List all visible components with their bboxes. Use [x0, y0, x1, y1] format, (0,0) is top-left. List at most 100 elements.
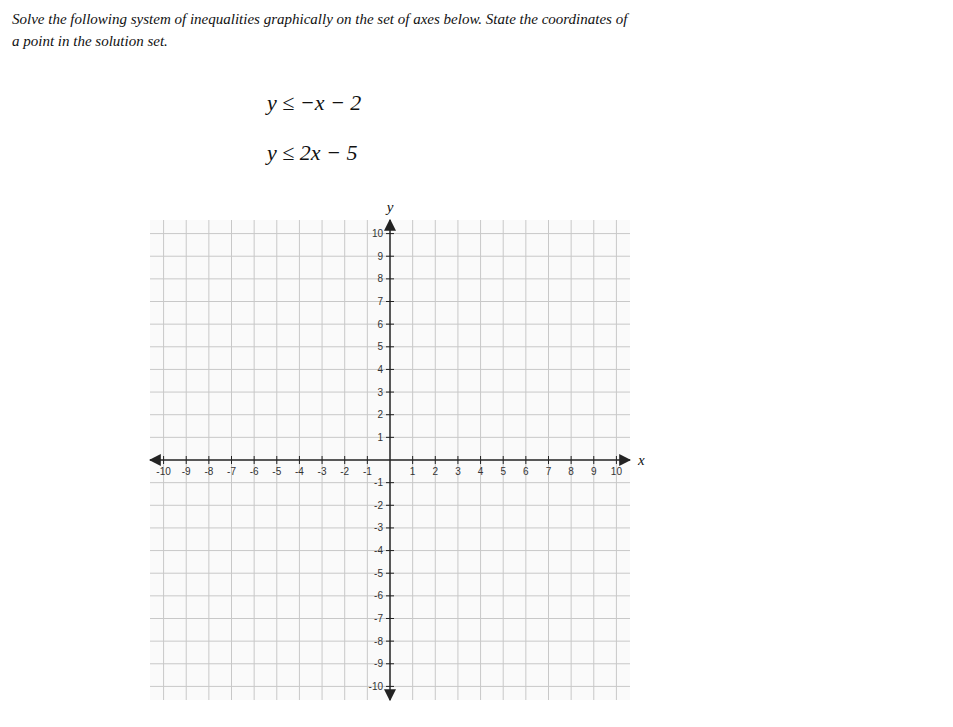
- tick-x: [457, 456, 458, 464]
- grid-line-y: [150, 414, 630, 415]
- grid-line-x: [571, 220, 572, 700]
- grid-line-x: [548, 220, 549, 700]
- grid-line-y: [150, 392, 630, 393]
- tick-y: [386, 392, 394, 393]
- tick-label-x: -3: [318, 466, 327, 477]
- tick-label-y: -9: [374, 658, 383, 669]
- tick-label-x: 3: [455, 466, 461, 477]
- grid-line-y: [150, 618, 630, 619]
- tick-label-y: -6: [374, 590, 383, 601]
- grid-line-y: [150, 663, 630, 664]
- y-axis: [389, 220, 391, 700]
- tick-x: [299, 456, 300, 464]
- tick-label-x: -9: [182, 466, 191, 477]
- tick-y: [386, 618, 394, 619]
- tick-label-y: 5: [377, 341, 383, 352]
- tick-label-y: 3: [377, 387, 383, 398]
- tick-x: [163, 456, 164, 464]
- grid-line-y: [150, 686, 630, 687]
- grid: [150, 220, 630, 700]
- tick-label-y: -3: [374, 522, 383, 533]
- tick-label-x: 4: [478, 466, 484, 477]
- grid-line-y: [150, 278, 630, 279]
- tick-label-x: 7: [546, 466, 552, 477]
- axes: [150, 220, 630, 700]
- tick-label-y: -10: [369, 681, 384, 692]
- tick-x: [503, 456, 504, 464]
- grid-line-y: [150, 595, 630, 596]
- tick-x: [254, 456, 255, 464]
- title: Solve the following system of inequaliti…: [12, 11, 629, 27]
- tick-label-y: -7: [374, 613, 383, 624]
- tick-y: [386, 369, 394, 370]
- tick-x: [525, 456, 526, 464]
- tick-y: [386, 414, 394, 415]
- tick-y: [386, 686, 394, 687]
- tick-label-y: 6: [377, 319, 383, 330]
- grid-line-y: [150, 505, 630, 506]
- x-axis-label: x: [637, 452, 645, 468]
- tick-label-y: -2: [374, 500, 383, 511]
- tick-y: [386, 301, 394, 302]
- tick-label-x: 2: [433, 466, 439, 477]
- grid-line-y: [150, 256, 630, 257]
- tick-x: [593, 456, 594, 464]
- grid-line-y: [150, 233, 630, 234]
- tick-x: [480, 456, 481, 464]
- tick-label-x: -10: [156, 466, 171, 477]
- tick-label-y: -5: [374, 568, 383, 579]
- tick-label-y: 1: [377, 432, 383, 443]
- grid-line-x: [163, 220, 164, 700]
- grid-line-y: [150, 527, 630, 528]
- annotation: y ≤ −x − 2: [265, 90, 361, 115]
- tick-label-y: 10: [372, 228, 384, 239]
- plot-background: [150, 220, 630, 700]
- chart-container: Solve the following system of inequaliti…: [0, 0, 953, 727]
- tick-x: [208, 456, 209, 464]
- grid-line-y: [150, 437, 630, 438]
- annotation: y ≤ 2x − 5: [265, 140, 357, 165]
- tick-label-y: -4: [374, 545, 383, 556]
- grid-line-x: [503, 220, 504, 700]
- tick-label-x: 10: [611, 466, 623, 477]
- tick-label-y: 4: [377, 364, 383, 375]
- tick-x: [548, 456, 549, 464]
- grid-line-y: [150, 369, 630, 370]
- tick-y: [386, 641, 394, 642]
- grid-line-y: [150, 346, 630, 347]
- tick-label-x: -1: [363, 466, 372, 477]
- tick-label-x: 1: [410, 466, 416, 477]
- grid-line-y: [150, 550, 630, 551]
- subtitle: a point in the solution set.: [12, 33, 168, 49]
- grid-line-x: [276, 220, 277, 700]
- grid-line-x: [593, 220, 594, 700]
- tick-y: [386, 437, 394, 438]
- tick-label-y: -8: [374, 636, 383, 647]
- grid-line-x: [412, 220, 413, 700]
- grid-line-x: [186, 220, 187, 700]
- tick-y: [386, 595, 394, 596]
- tick-x: [571, 456, 572, 464]
- grid-line-y: [150, 482, 630, 483]
- grid-line-x: [208, 220, 209, 700]
- tick-label-x: 8: [568, 466, 574, 477]
- tick-x: [616, 456, 617, 464]
- tick-label-x: -8: [204, 466, 213, 477]
- grid-line-x: [435, 220, 436, 700]
- tick-y: [386, 482, 394, 483]
- grid-line-y: [150, 301, 630, 302]
- chart-svg: Solve the following system of inequaliti…: [0, 0, 953, 727]
- grid-line-x: [344, 220, 345, 700]
- tick-x: [231, 456, 232, 464]
- tick-y: [386, 663, 394, 664]
- tick-label-y: 9: [377, 251, 383, 262]
- tick-y: [386, 550, 394, 551]
- grid-line-x: [322, 220, 323, 700]
- tick-y: [386, 278, 394, 279]
- tick-label-y: 7: [377, 296, 383, 307]
- tick-y: [386, 324, 394, 325]
- grid-line-x: [231, 220, 232, 700]
- tick-y: [386, 505, 394, 506]
- grid-line-y: [150, 573, 630, 574]
- tick-x: [367, 456, 368, 464]
